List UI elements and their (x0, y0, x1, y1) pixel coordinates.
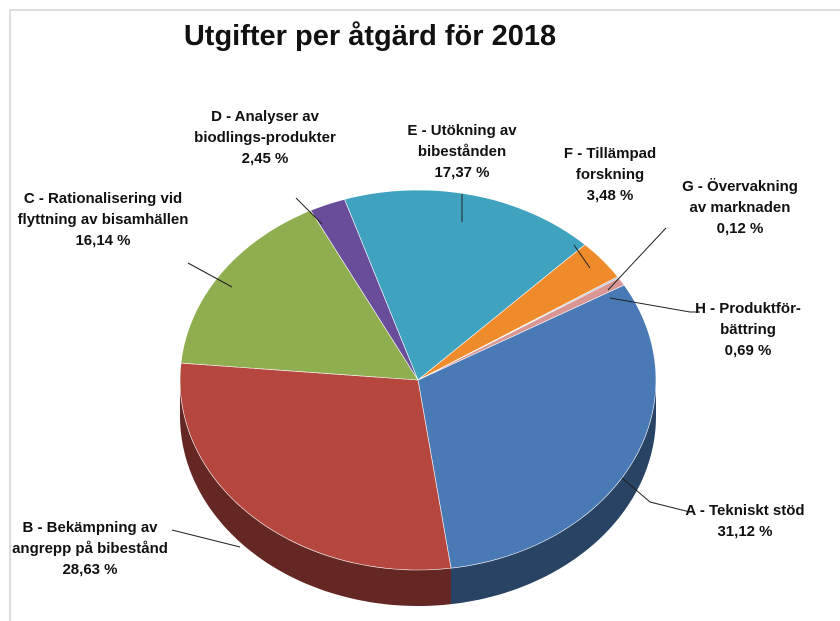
slice-label: G - Övervakning av marknaden (682, 178, 798, 216)
pie-slice (417, 284, 657, 569)
leader-line (171, 529, 241, 548)
pie-slice (417, 244, 619, 381)
pie-slice-side (180, 380, 451, 606)
slice-value-label: 16,14 % (75, 232, 131, 249)
slice-value-label: 31,12 % (717, 523, 773, 540)
leader-line (573, 244, 591, 269)
slice-label: E - Utökning av bibestånden (407, 122, 517, 160)
pie-slice (310, 198, 419, 381)
slice-label: H - Produktför-bättring (695, 300, 801, 338)
slice-label: A - Tekniskt stöd (685, 502, 805, 519)
leader-line (295, 197, 323, 225)
slice-value-label: 3,48 % (586, 187, 634, 204)
slice-value-label: 28,63 % (62, 561, 118, 578)
slice-label: F - Tillämpad forskning (563, 145, 657, 183)
pie-slice (344, 189, 586, 381)
slice-value-label: 0,69 % (724, 342, 772, 359)
slice-value-label: 0,12 % (716, 220, 764, 237)
pie-slice (179, 362, 452, 571)
chart-title: Utgifter per åtgärd för 2018 (183, 20, 557, 52)
leader-line (609, 297, 700, 313)
chart-border (9, 9, 840, 621)
slice-value-label: 2,45 % (241, 150, 289, 167)
slice-label: C - Rationalisering vid flyttning av bis… (17, 190, 189, 228)
pie-slice (180, 210, 419, 381)
leader-line (187, 262, 233, 288)
leader-line (621, 477, 691, 513)
slice-label: D - Analyser av biodlings-produkter (194, 108, 336, 146)
pie-slice-side (450, 380, 656, 605)
slice-value-label: 17,37 % (434, 164, 490, 181)
leader-line (607, 227, 667, 291)
slice-label: B - Bekämpning av angrepp på bibestånd (12, 519, 168, 557)
pie-slice (417, 277, 625, 381)
